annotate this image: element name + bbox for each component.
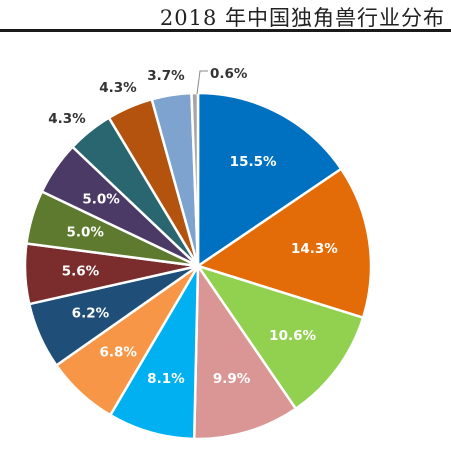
pie-slices xyxy=(23,91,373,441)
slice-label-6: 6.8% xyxy=(99,345,137,361)
pie-data-labels: 15.5% 14.3% 10.6% 9.9% 8.1% 6.8% 6.2% 5.6% 5.0% 5… xyxy=(48,66,338,387)
slice-label-12: 4.3% xyxy=(99,80,137,96)
pie-slice-14 xyxy=(190,91,200,268)
pie-slice-4 xyxy=(192,264,298,441)
slice-label-1: 15.5% xyxy=(230,154,277,170)
slice-label-14: 0.6% xyxy=(210,66,248,82)
slice-label-10: 5.0% xyxy=(82,191,120,207)
slice-label-7: 6.2% xyxy=(72,306,110,322)
slice-label-5: 8.1% xyxy=(147,371,185,387)
leader-lines xyxy=(196,70,208,95)
pie-slice-2 xyxy=(196,167,373,319)
slice-label-8: 5.6% xyxy=(62,263,100,279)
pie-slice-3 xyxy=(196,264,365,410)
pie-slice-5 xyxy=(109,264,200,441)
chart-title: 2018 年中国独角兽行业分布 xyxy=(159,6,445,30)
title-divider xyxy=(0,29,451,32)
slice-label-2: 14.3% xyxy=(291,241,338,257)
slice-label-9: 5.0% xyxy=(66,225,104,241)
slice-label-13: 3.7% xyxy=(147,68,185,84)
pie-slice-1 xyxy=(196,91,343,268)
slice-label-4: 9.9% xyxy=(213,371,251,387)
slice-label-11: 4.3% xyxy=(48,111,86,127)
slice-label-3: 10.6% xyxy=(269,328,316,344)
leader-line-14 xyxy=(196,70,208,95)
